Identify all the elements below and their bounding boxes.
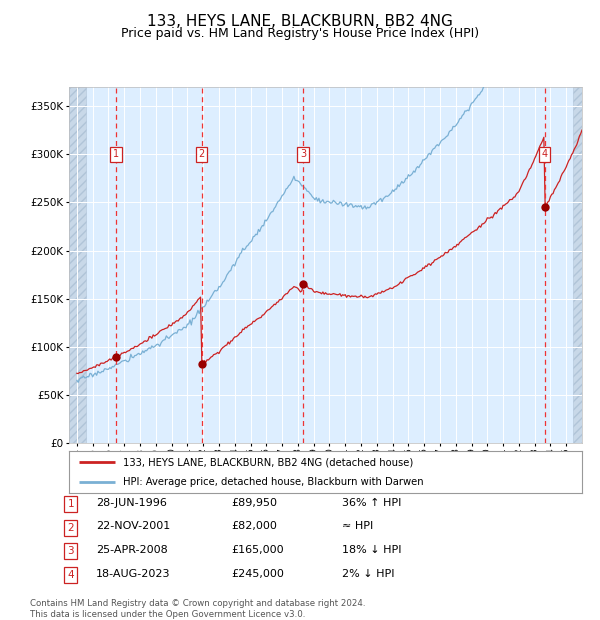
Text: 36% ↑ HPI: 36% ↑ HPI — [342, 498, 401, 508]
Text: 28-JUN-1996: 28-JUN-1996 — [96, 498, 167, 508]
Text: Price paid vs. HM Land Registry's House Price Index (HPI): Price paid vs. HM Land Registry's House … — [121, 27, 479, 40]
Text: 1: 1 — [113, 149, 119, 159]
Bar — [69, 87, 86, 443]
Text: 3: 3 — [67, 546, 74, 556]
Text: £82,000: £82,000 — [231, 521, 277, 531]
Text: Contains HM Land Registry data © Crown copyright and database right 2024.
This d: Contains HM Land Registry data © Crown c… — [30, 600, 365, 619]
Text: 18% ↓ HPI: 18% ↓ HPI — [342, 545, 401, 555]
Text: ≈ HPI: ≈ HPI — [342, 521, 373, 531]
Text: £165,000: £165,000 — [231, 545, 284, 555]
Text: 2% ↓ HPI: 2% ↓ HPI — [342, 569, 395, 578]
Text: 18-AUG-2023: 18-AUG-2023 — [96, 569, 170, 578]
Bar — [573, 87, 582, 443]
Text: 22-NOV-2001: 22-NOV-2001 — [96, 521, 170, 531]
Text: 25-APR-2008: 25-APR-2008 — [96, 545, 168, 555]
Text: 4: 4 — [542, 149, 548, 159]
Text: 1: 1 — [67, 499, 74, 509]
Text: HPI: Average price, detached house, Blackburn with Darwen: HPI: Average price, detached house, Blac… — [123, 477, 424, 487]
Text: 4: 4 — [67, 570, 74, 580]
Text: £245,000: £245,000 — [231, 569, 284, 578]
Text: 133, HEYS LANE, BLACKBURN, BB2 4NG (detached house): 133, HEYS LANE, BLACKBURN, BB2 4NG (deta… — [123, 457, 413, 467]
Text: 133, HEYS LANE, BLACKBURN, BB2 4NG: 133, HEYS LANE, BLACKBURN, BB2 4NG — [147, 14, 453, 29]
Text: 2: 2 — [67, 523, 74, 533]
Text: 2: 2 — [199, 149, 205, 159]
Text: £89,950: £89,950 — [231, 498, 277, 508]
Text: 3: 3 — [300, 149, 306, 159]
